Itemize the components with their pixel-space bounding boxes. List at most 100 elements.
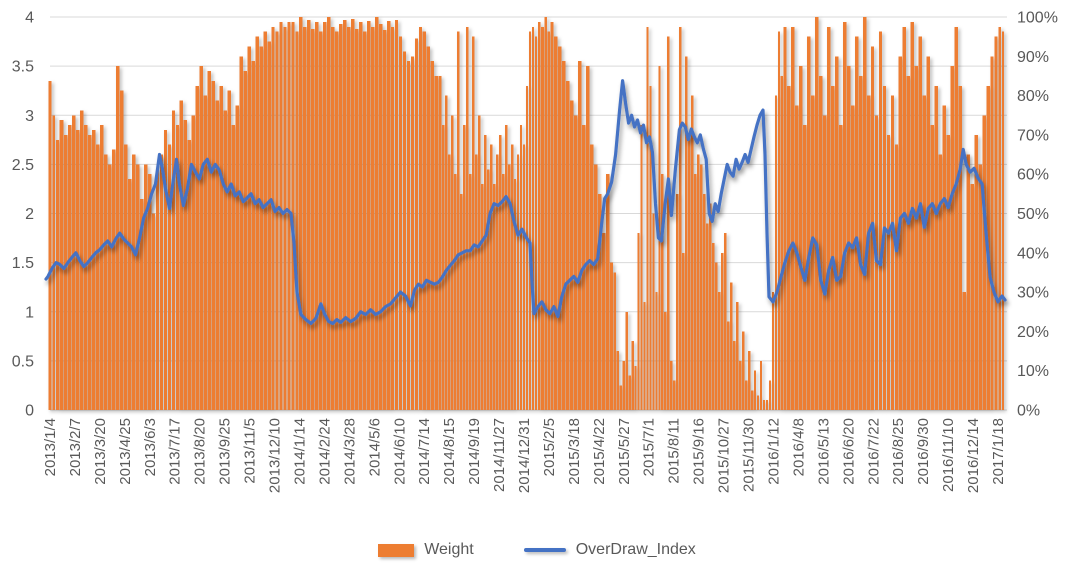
weight-bar <box>339 23 343 410</box>
weight-bar <box>570 100 574 410</box>
y-left-tick-label: 2.5 <box>12 157 34 174</box>
weight-bar <box>703 193 706 410</box>
weight-bar <box>962 292 966 410</box>
weight-bar <box>625 311 628 410</box>
weight-bar <box>191 115 196 410</box>
weight-bar <box>712 242 715 410</box>
overdraw-index-line <box>44 79 1007 326</box>
weight-bar <box>759 360 763 411</box>
weight-bar <box>732 341 736 410</box>
weight-bar <box>594 164 598 411</box>
weight-bar <box>541 26 545 410</box>
weight-bar <box>750 390 754 410</box>
weight-bar <box>646 26 649 410</box>
weight-bar <box>664 311 667 410</box>
weight-bar <box>753 370 757 410</box>
weight-bar <box>291 21 295 410</box>
weight-bar <box>815 17 819 410</box>
x-tick-label: 2016/4/8 <box>790 418 807 476</box>
weight-bar <box>84 125 88 410</box>
weight-bar <box>534 36 538 411</box>
weight-bar <box>574 115 578 410</box>
weight-bar <box>76 129 80 411</box>
weight-bar <box>528 31 532 411</box>
weight-bar <box>634 365 637 410</box>
weight-bar <box>1001 31 1005 411</box>
x-tick-label: 2014/8/15 <box>441 418 458 485</box>
weight-bar <box>631 341 634 410</box>
x-tick-label: 2013/6/3 <box>142 418 159 476</box>
weight-bar <box>279 21 283 410</box>
weight-bar <box>744 380 748 410</box>
weight-bar <box>495 154 499 410</box>
weight-bar <box>104 154 108 410</box>
x-tick-label: 2014/7/14 <box>416 418 433 485</box>
weight-bar <box>926 56 931 411</box>
weight-bar <box>183 120 188 410</box>
weight-bar <box>807 36 811 411</box>
y-right-tick-label: 50% <box>1017 206 1049 223</box>
weight-bars-series <box>48 17 1005 411</box>
weight-bar <box>562 61 566 411</box>
weight-bar <box>414 38 419 411</box>
x-tick-label: 2016/11/10 <box>940 418 957 492</box>
y-right-tick-label: 10% <box>1017 363 1049 380</box>
weight-bar <box>335 31 339 411</box>
weight-bar <box>457 31 460 411</box>
weight-bar <box>950 66 954 411</box>
weight-bar <box>799 66 803 411</box>
weight-bar <box>974 134 978 410</box>
weight-bar <box>211 80 215 411</box>
weight-bar <box>978 164 982 411</box>
weight-bar <box>679 26 682 410</box>
weight-bar <box>586 66 590 411</box>
weight-bar <box>914 66 919 411</box>
weight-bar <box>390 26 395 410</box>
weight-bar <box>207 71 212 410</box>
y-axis-left: 0 0.5 1 1.5 2 2.5 3 3.5 4 <box>12 10 34 420</box>
weight-bar <box>613 272 616 410</box>
weight-bar <box>434 75 439 410</box>
weight-bar <box>616 351 619 410</box>
weight-bar <box>774 95 778 410</box>
weight-bar <box>251 61 255 411</box>
weight-bar <box>247 46 251 410</box>
weight-bar <box>307 19 311 410</box>
weight-bar <box>119 90 124 410</box>
x-tick-label: 2015/10/27 <box>716 418 733 493</box>
legend: Weight OverDraw_Index <box>0 538 1074 562</box>
weight-bar <box>519 125 523 410</box>
weight-bar <box>771 292 775 410</box>
weight-bar <box>370 26 375 410</box>
y-right-tick-label: 90% <box>1017 49 1049 66</box>
weight-bar <box>694 174 697 410</box>
weight-bar <box>259 46 263 410</box>
weight-bar <box>850 105 855 411</box>
weight-bar <box>72 115 76 410</box>
weight-bar <box>558 46 562 410</box>
x-tick-label: 2015/4/22 <box>591 418 608 485</box>
weight-bar <box>878 31 883 411</box>
weight-bar <box>652 213 655 410</box>
weight-bar <box>762 400 766 410</box>
weight-bar <box>255 36 259 411</box>
y-right-tick-label: 70% <box>1017 127 1049 144</box>
weight-bar <box>990 56 994 411</box>
weight-bar <box>643 301 646 410</box>
weight-bar <box>504 125 508 410</box>
weight-bar <box>886 134 891 410</box>
y-right-tick-label: 30% <box>1017 285 1049 302</box>
x-tick-label: 2016/6/20 <box>840 418 857 485</box>
weight-bar <box>718 292 721 410</box>
weight-bar <box>343 19 347 410</box>
weight-bar <box>327 17 331 410</box>
y-right-tick-label: 60% <box>1017 167 1049 184</box>
weight-bar <box>685 56 688 411</box>
weight-bar <box>68 125 72 410</box>
weight-bar <box>167 144 172 410</box>
y-right-tick-label: 40% <box>1017 245 1049 262</box>
weight-bar <box>263 31 267 411</box>
weight-bar <box>578 61 582 411</box>
